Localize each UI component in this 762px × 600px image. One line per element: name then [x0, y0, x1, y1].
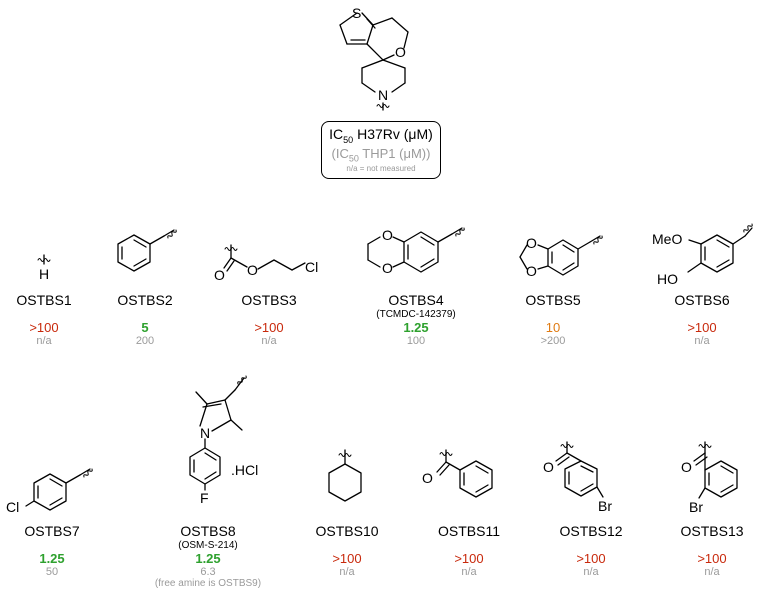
structure-ostbs5: O O — [519, 235, 603, 279]
legend-ic-sub: 50 — [343, 134, 354, 145]
ic50-value: 1.25 — [403, 320, 429, 335]
ostbs5-lower-o-label: O — [526, 263, 537, 279]
ic50-value: >100 — [29, 320, 59, 335]
compound-ostbs5: OSTBS5 10 >200 — [493, 292, 613, 347]
thp1-value: 6.3 — [200, 566, 216, 578]
ostbs8-fluorine-label: F — [200, 490, 209, 506]
ostbs5-upper-o-label: O — [526, 235, 537, 251]
core-sulfur-label: S — [352, 5, 361, 21]
compound-id: OSTBS2 — [117, 292, 173, 308]
compound-id: OSTBS6 — [674, 292, 730, 308]
core-oxygen-label: O — [395, 44, 406, 60]
thp1-value: n/a — [694, 335, 710, 347]
thp1-value: 100 — [406, 335, 426, 347]
ostbs7-chlorine-label: Cl — [6, 499, 19, 515]
ic50-value: >100 — [687, 320, 717, 335]
compound-ostbs10: OSTBS10 >100 n/a — [287, 523, 407, 578]
legend-thp1-sub: 50 — [348, 153, 359, 164]
compound-ostbs13: OSTBS13 >100 n/a — [652, 523, 762, 578]
ostbs8-hcl-label: .HCl — [231, 462, 258, 478]
compound-ostbs11: OSTBS11 >100 n/a — [409, 523, 529, 578]
ostbs4-upper-o-label: O — [382, 227, 393, 243]
thp1-value: 200 — [135, 335, 155, 347]
compound-ostbs12: OSTBS12 >100 n/a — [531, 523, 651, 578]
compound-id: OSTBS1 — [16, 292, 72, 308]
legend-thp1-line: (IC50 THP1 (μM)) — [322, 146, 440, 164]
compound-id: OSTBS3 — [241, 292, 297, 308]
ostbs13-bromine-label: Br — [689, 499, 703, 515]
structure-ostbs8: N F .HCl — [189, 375, 258, 506]
legend-box: IC50 H37Rv (μM) (IC50 THP1 (μM)) n/a = n… — [321, 121, 441, 179]
legend-thp1-text: THP1 (μM)) — [358, 145, 431, 161]
structure-ostbs13: O Br — [681, 441, 738, 515]
core-nitrogen-label: N — [378, 87, 388, 103]
ostbs1-h-label: H — [39, 266, 49, 282]
legend-h37rv-line: IC50 H37Rv (μM) — [322, 126, 440, 145]
compound-alias: (TCMDC-142379) — [376, 309, 456, 320]
thp1-value: n/a — [339, 566, 355, 578]
thp1-value: >200 — [540, 335, 566, 347]
thp1-value: n/a — [261, 335, 277, 347]
ostbs4-lower-o-label: O — [382, 260, 393, 276]
ostbs3-chlorine-label: Cl — [305, 259, 318, 275]
ic50-value: >100 — [697, 551, 727, 566]
structure-ostbs10 — [328, 449, 362, 502]
thp1-value: 50 — [45, 566, 59, 578]
structure-ostbs3: O O Cl — [214, 244, 318, 283]
structure-ostbs2 — [117, 229, 177, 272]
structure-ostbs7: Cl — [6, 468, 93, 515]
compound-ostbs7: OSTBS7 1.25 50 — [0, 523, 112, 578]
compound-id: OSTBS4 — [388, 292, 444, 308]
ostbs12-carbonyl-o-label: O — [543, 459, 554, 475]
ic50-value: >100 — [454, 551, 484, 566]
compound-id: OSTBS8 — [180, 523, 236, 539]
compound-alias: (OSM-S-214) — [178, 540, 238, 551]
ostbs8-nitrogen-label: N — [200, 425, 210, 441]
thp1-value: n/a — [583, 566, 599, 578]
structure-ostbs1: H — [37, 254, 51, 282]
compound-id: OSTBS12 — [559, 523, 623, 539]
ic50-value: 5 — [141, 320, 149, 335]
ostbs3-ester-o-label: O — [247, 262, 258, 278]
structure-ostbs11: O — [422, 449, 493, 498]
legend-thp1-ic-text: (IC — [331, 145, 349, 161]
compound-ostbs1: OSTBS1 >100 n/a — [0, 292, 104, 347]
ic50-value: >100 — [576, 551, 606, 566]
ostbs11-carbonyl-o-label: O — [422, 470, 433, 486]
compound-ostbs6: OSTBS6 >100 n/a — [642, 292, 762, 347]
structure-ostbs4: O O — [367, 227, 465, 276]
compound-id: OSTBS10 — [315, 523, 379, 539]
legend-h37rv-text: H37Rv (μM) — [353, 126, 433, 142]
ic50-value: 10 — [545, 320, 561, 335]
ic50-value: 1.25 — [195, 551, 221, 566]
ic50-value: >100 — [254, 320, 284, 335]
legend-ic-text: IC — [329, 126, 344, 142]
compound-id: OSTBS5 — [525, 292, 581, 308]
free-amine-note: (free amine is OSTBS9) — [154, 578, 262, 589]
compound-id: OSTBS7 — [24, 523, 80, 539]
compound-id: OSTBS13 — [680, 523, 744, 539]
ic50-value: >100 — [332, 551, 362, 566]
compound-id: OSTBS11 — [438, 523, 500, 539]
compound-ostbs4: OSTBS4 (TCMDC-142379) 1.25 100 — [356, 292, 476, 347]
ostbs3-carbonyl-o-label: O — [214, 267, 225, 283]
structure-ostbs6: MeO HO — [652, 223, 753, 287]
ostbs6-methoxy-label: MeO — [652, 231, 682, 247]
ostbs6-hydroxy-label: HO — [657, 271, 678, 287]
thp1-value: n/a — [461, 566, 477, 578]
compound-ostbs3: OSTBS3 >100 n/a — [209, 292, 329, 347]
thp1-value: n/a — [36, 335, 52, 347]
ostbs13-carbonyl-o-label: O — [681, 459, 692, 475]
ic50-value: 1.25 — [39, 551, 65, 566]
core-structure: S O N — [339, 5, 409, 111]
ostbs12-bromine-label: Br — [598, 498, 612, 514]
compound-ostbs8: OSTBS8 (OSM-S-214) 1.25 6.3 (free amine … — [148, 523, 268, 589]
legend-note: n/a = not measured — [346, 164, 416, 174]
structure-ostbs12: O Br — [543, 441, 612, 514]
compound-ostbs2: OSTBS2 5 200 — [85, 292, 205, 347]
thp1-value: n/a — [704, 566, 720, 578]
